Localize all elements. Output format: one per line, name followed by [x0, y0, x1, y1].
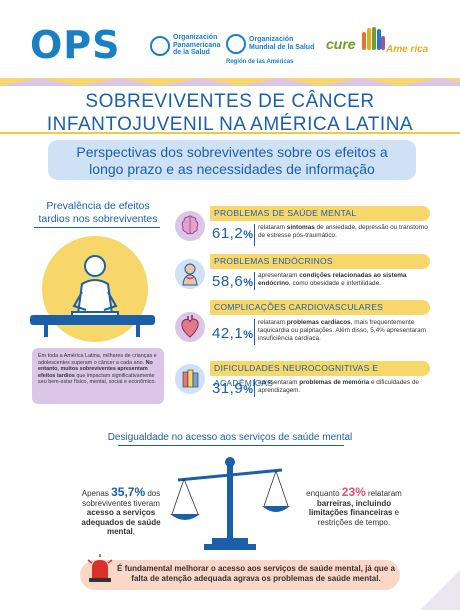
ops-logo: OPS: [30, 23, 121, 67]
effect-desc-mental: relataram sintomas de ansiedade, depress…: [258, 224, 428, 239]
prevalence-heading: Prevalência de efeitos tardios nos sobre…: [28, 200, 168, 226]
paho-name-line1: Organización: [173, 34, 218, 41]
header: OPS Organización Panamericana de la Salu…: [0, 0, 460, 78]
inequality-left-text: Apenas 35,7% dos sobreviventes tiveram a…: [81, 485, 161, 536]
who-name-line1: Organización: [249, 36, 294, 44]
alarm-icon: [87, 554, 113, 582]
title-divider: [0, 132, 460, 134]
effect-divider-cardio: [254, 319, 255, 345]
paho-name-line3: de la Salud: [173, 49, 210, 57]
call-to-action-box: [80, 560, 400, 590]
prevalence-heading-line1: Prevalência de efeitos: [46, 200, 150, 212]
inequality-heading: Desigualdade no acesso aos serviços de s…: [107, 432, 353, 443]
cure-logo-suffix: Ame rica: [386, 44, 429, 55]
effect-divider-endocrine: [254, 272, 255, 290]
effect-desc-cardio: relataram problemas cardíacos, mais freq…: [258, 319, 427, 342]
color-stripe: [0, 78, 460, 86]
who-region: Región de las Américas: [226, 59, 294, 65]
patient-icon: [71, 255, 119, 321]
paho-logo: Organización Panamericana de la Salud: [150, 34, 220, 57]
who-globe-icon: [226, 34, 246, 54]
who-name-line2: Mundial de la Salud: [249, 44, 315, 51]
balance-scale-icon: [170, 457, 290, 550]
title-line1: SOBREVIVENTES DE CÂNCER: [85, 91, 375, 112]
thyroid-icon: [175, 259, 205, 289]
barriers-pct: 23%: [341, 485, 366, 499]
corner-decoration: [420, 570, 460, 610]
page-title: SOBREVIVENTES DE CÂNCER INFANTOJUVENIL N…: [0, 90, 460, 136]
effect-title-endocrine: PROBLEMAS ENDÓCRINOS: [210, 254, 430, 269]
bed-icon: [30, 315, 155, 325]
inequality-right-text: enquanto 23% relataram barreiras, inclui…: [306, 485, 402, 527]
bed-leg-left: [44, 325, 48, 337]
context-box: Em toda a América Latina, milhares de cr…: [32, 348, 164, 404]
brain-icon: [175, 211, 205, 241]
effect-pct-neuro: 31,9%: [212, 380, 254, 397]
books-icon: [175, 364, 205, 394]
subtitle-line1: Perspectivas dos sobreviventes sobre os …: [76, 144, 388, 160]
context-text-bold: No entanto, muitos sobreviventes apresen…: [38, 359, 153, 379]
cure-hand-icon: [362, 27, 385, 50]
bed-leg-right: [136, 325, 140, 337]
paho-globe-icon: [150, 35, 170, 56]
effect-pct-mental: 61,2%: [212, 225, 254, 242]
inequality-underline: [118, 445, 344, 446]
subtitle-box: Perspectivas dos sobreviventes sobre os …: [48, 140, 416, 180]
heart-icon: [175, 312, 205, 342]
prevalence-heading-line2: tardios nos sobreviventes: [38, 213, 158, 225]
context-text-2: que impactam significativamente seu bem-…: [38, 372, 157, 386]
effect-divider-neuro: [254, 379, 255, 397]
effect-pct-endocrine: 58,6%: [212, 273, 254, 290]
subtitle-line2: longo prazo e as necessidades de informa…: [89, 161, 375, 177]
effect-desc-endocrine: apresentaram condições relacionadas ao s…: [258, 272, 407, 287]
context-text-1: Em toda a América Latina, milhares de cr…: [38, 353, 157, 366]
effect-title-cardio: COMPLICAÇÕES CARDIOVASCULARES: [210, 300, 430, 315]
effect-desc-neuro: apresentaram problemas de memória e difi…: [258, 379, 419, 394]
effect-title-mental: PROBLEMAS DE SAÚDE MENTAL: [210, 206, 430, 221]
access-pct: 35,7%: [111, 485, 146, 499]
title-line2: INFANTOJUVENIL NA AMÉRICA LATINA: [46, 114, 414, 135]
effect-divider-mental: [254, 224, 255, 246]
cure-logo-text: cure: [326, 36, 356, 52]
prevalence-underline: [34, 227, 160, 228]
call-to-action-text: É fundamental melhorar o acesso aos serv…: [117, 564, 395, 583]
who-logo: Organización Mundial de la Salud: [226, 34, 314, 54]
patient-illustration: [42, 236, 148, 342]
paho-name-line2: Panamericana: [173, 41, 221, 49]
effect-pct-cardio: 42,1%: [212, 325, 254, 342]
effect-title-neuro: DIFICULDADES NEUROCOGNITIVAS E ACADÊMICA…: [210, 361, 430, 388]
